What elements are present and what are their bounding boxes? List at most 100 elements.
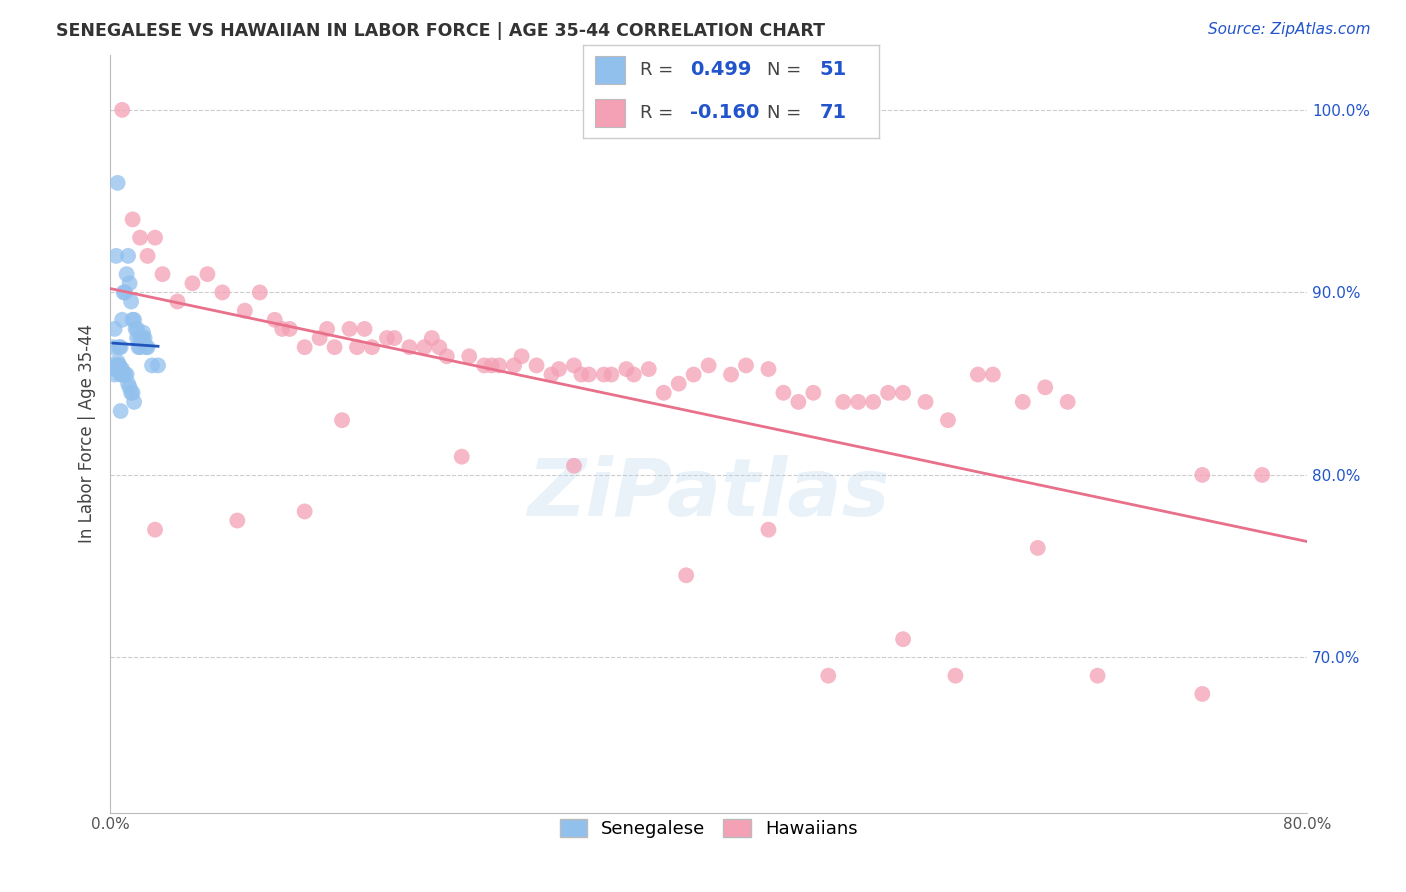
- Point: [758, 523, 780, 537]
- Point: [166, 294, 188, 309]
- Point: [129, 340, 152, 354]
- Point: [914, 395, 936, 409]
- Point: [117, 249, 139, 263]
- Point: [1191, 467, 1213, 482]
- Point: [294, 340, 316, 354]
- Point: [112, 285, 135, 300]
- Point: [420, 331, 443, 345]
- Point: [571, 368, 593, 382]
- Point: [105, 359, 128, 373]
- Point: [637, 362, 659, 376]
- Point: [121, 313, 143, 327]
- Point: [817, 668, 839, 682]
- Point: [110, 404, 132, 418]
- Point: [141, 359, 163, 373]
- Point: [668, 376, 690, 391]
- Point: [1191, 687, 1213, 701]
- Point: [339, 322, 361, 336]
- Point: [115, 368, 138, 382]
- Point: [134, 331, 156, 345]
- Point: [114, 285, 136, 300]
- Point: [132, 331, 155, 345]
- Point: [108, 359, 131, 373]
- Text: N =: N =: [766, 104, 801, 122]
- Point: [107, 362, 129, 376]
- Point: [562, 359, 585, 373]
- Point: [330, 413, 353, 427]
- Point: [1056, 395, 1078, 409]
- Point: [862, 395, 884, 409]
- Point: [846, 395, 869, 409]
- Point: [120, 294, 142, 309]
- Point: [877, 385, 900, 400]
- Point: [398, 340, 420, 354]
- Point: [127, 322, 149, 336]
- Point: [129, 331, 152, 345]
- Point: [375, 331, 398, 345]
- Point: [271, 322, 294, 336]
- Point: [294, 504, 316, 518]
- Point: [117, 376, 139, 391]
- Point: [1011, 395, 1033, 409]
- Point: [413, 340, 436, 354]
- Point: [233, 303, 256, 318]
- Point: [146, 359, 169, 373]
- Point: [458, 349, 481, 363]
- Point: [152, 267, 174, 281]
- Point: [108, 359, 131, 373]
- Point: [682, 368, 704, 382]
- Point: [108, 340, 131, 354]
- Point: [104, 322, 127, 336]
- Point: [197, 267, 219, 281]
- Point: [114, 368, 136, 382]
- Point: [129, 230, 152, 244]
- Point: [101, 340, 124, 354]
- Point: [136, 249, 159, 263]
- Point: [945, 668, 967, 682]
- Point: [131, 331, 153, 345]
- Point: [675, 568, 697, 582]
- Point: [128, 340, 150, 354]
- Point: [936, 413, 959, 427]
- Point: [526, 359, 548, 373]
- Point: [562, 458, 585, 473]
- Point: [1251, 467, 1274, 482]
- Point: [110, 340, 132, 354]
- Text: SENEGALESE VS HAWAIIAN IN LABOR FORCE | AGE 35-44 CORRELATION CHART: SENEGALESE VS HAWAIIAN IN LABOR FORCE | …: [56, 22, 825, 40]
- Point: [249, 285, 271, 300]
- Legend: Senegalese, Hawaiians: Senegalese, Hawaiians: [553, 812, 865, 846]
- Point: [758, 362, 780, 376]
- Point: [623, 368, 645, 382]
- Point: [697, 359, 720, 373]
- Point: [614, 362, 637, 376]
- Point: [323, 340, 346, 354]
- Point: [104, 368, 127, 382]
- Text: 51: 51: [820, 61, 846, 79]
- Point: [540, 368, 562, 382]
- Text: 0.499: 0.499: [690, 61, 751, 79]
- Point: [361, 340, 384, 354]
- Point: [503, 359, 526, 373]
- Point: [143, 230, 166, 244]
- Point: [967, 368, 990, 382]
- Point: [1026, 541, 1049, 555]
- Point: [111, 368, 134, 382]
- Y-axis label: In Labor Force | Age 35-44: In Labor Force | Age 35-44: [79, 325, 96, 543]
- Bar: [595, 56, 624, 84]
- Point: [278, 322, 301, 336]
- Point: [891, 632, 914, 647]
- Point: [105, 362, 128, 376]
- Point: [578, 368, 600, 382]
- Point: [111, 103, 134, 117]
- Point: [104, 362, 127, 376]
- Point: [181, 277, 204, 291]
- Point: [115, 267, 138, 281]
- Point: [1087, 668, 1109, 682]
- Point: [787, 395, 810, 409]
- Point: [118, 277, 141, 291]
- Text: N =: N =: [766, 61, 801, 78]
- Point: [211, 285, 233, 300]
- Point: [263, 313, 285, 327]
- Point: [107, 176, 129, 190]
- Text: 71: 71: [820, 103, 846, 122]
